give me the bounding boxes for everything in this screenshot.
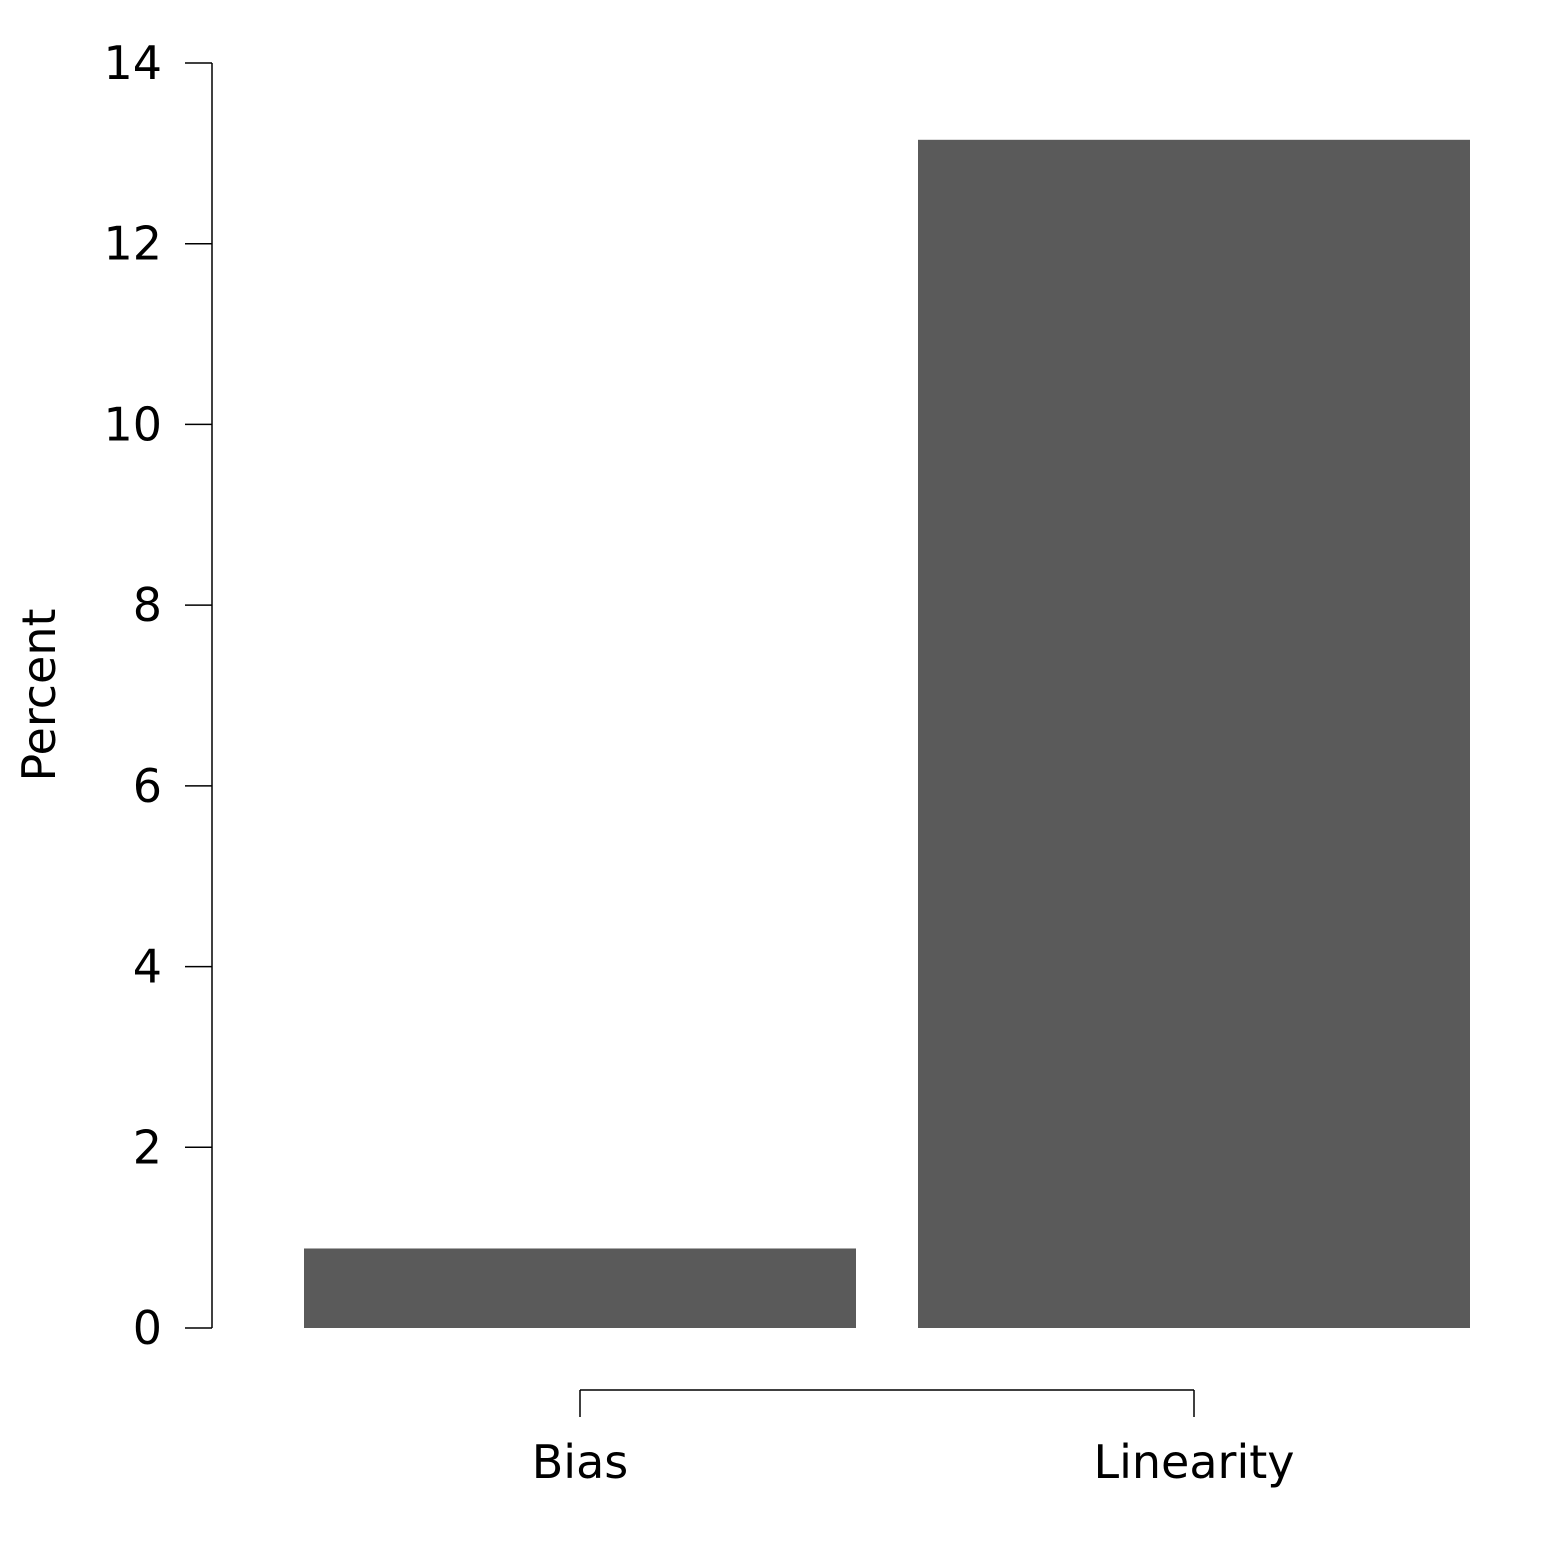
x-axis: Bias Linearity [532,1389,1295,1489]
bars [304,139,1470,1328]
bar-bias [304,1248,856,1328]
y-tick-label: 6 [133,759,162,813]
y-tick-label: 0 [133,1301,162,1355]
y-axis-title: Percent [12,608,66,781]
y-tick-label: 10 [103,397,162,451]
y-axis: 0 2 4 6 8 10 12 14 [103,36,213,1355]
y-tick-label: 8 [133,578,162,632]
y-tick-label: 4 [133,940,162,994]
y-tick-label: 2 [133,1120,162,1174]
y-tick-label: 12 [103,217,162,271]
x-tick-label: Linearity [1093,1435,1294,1489]
y-tick-label: 14 [103,36,162,90]
x-tick-label: Bias [532,1435,629,1489]
bar-linearity [918,139,1470,1328]
